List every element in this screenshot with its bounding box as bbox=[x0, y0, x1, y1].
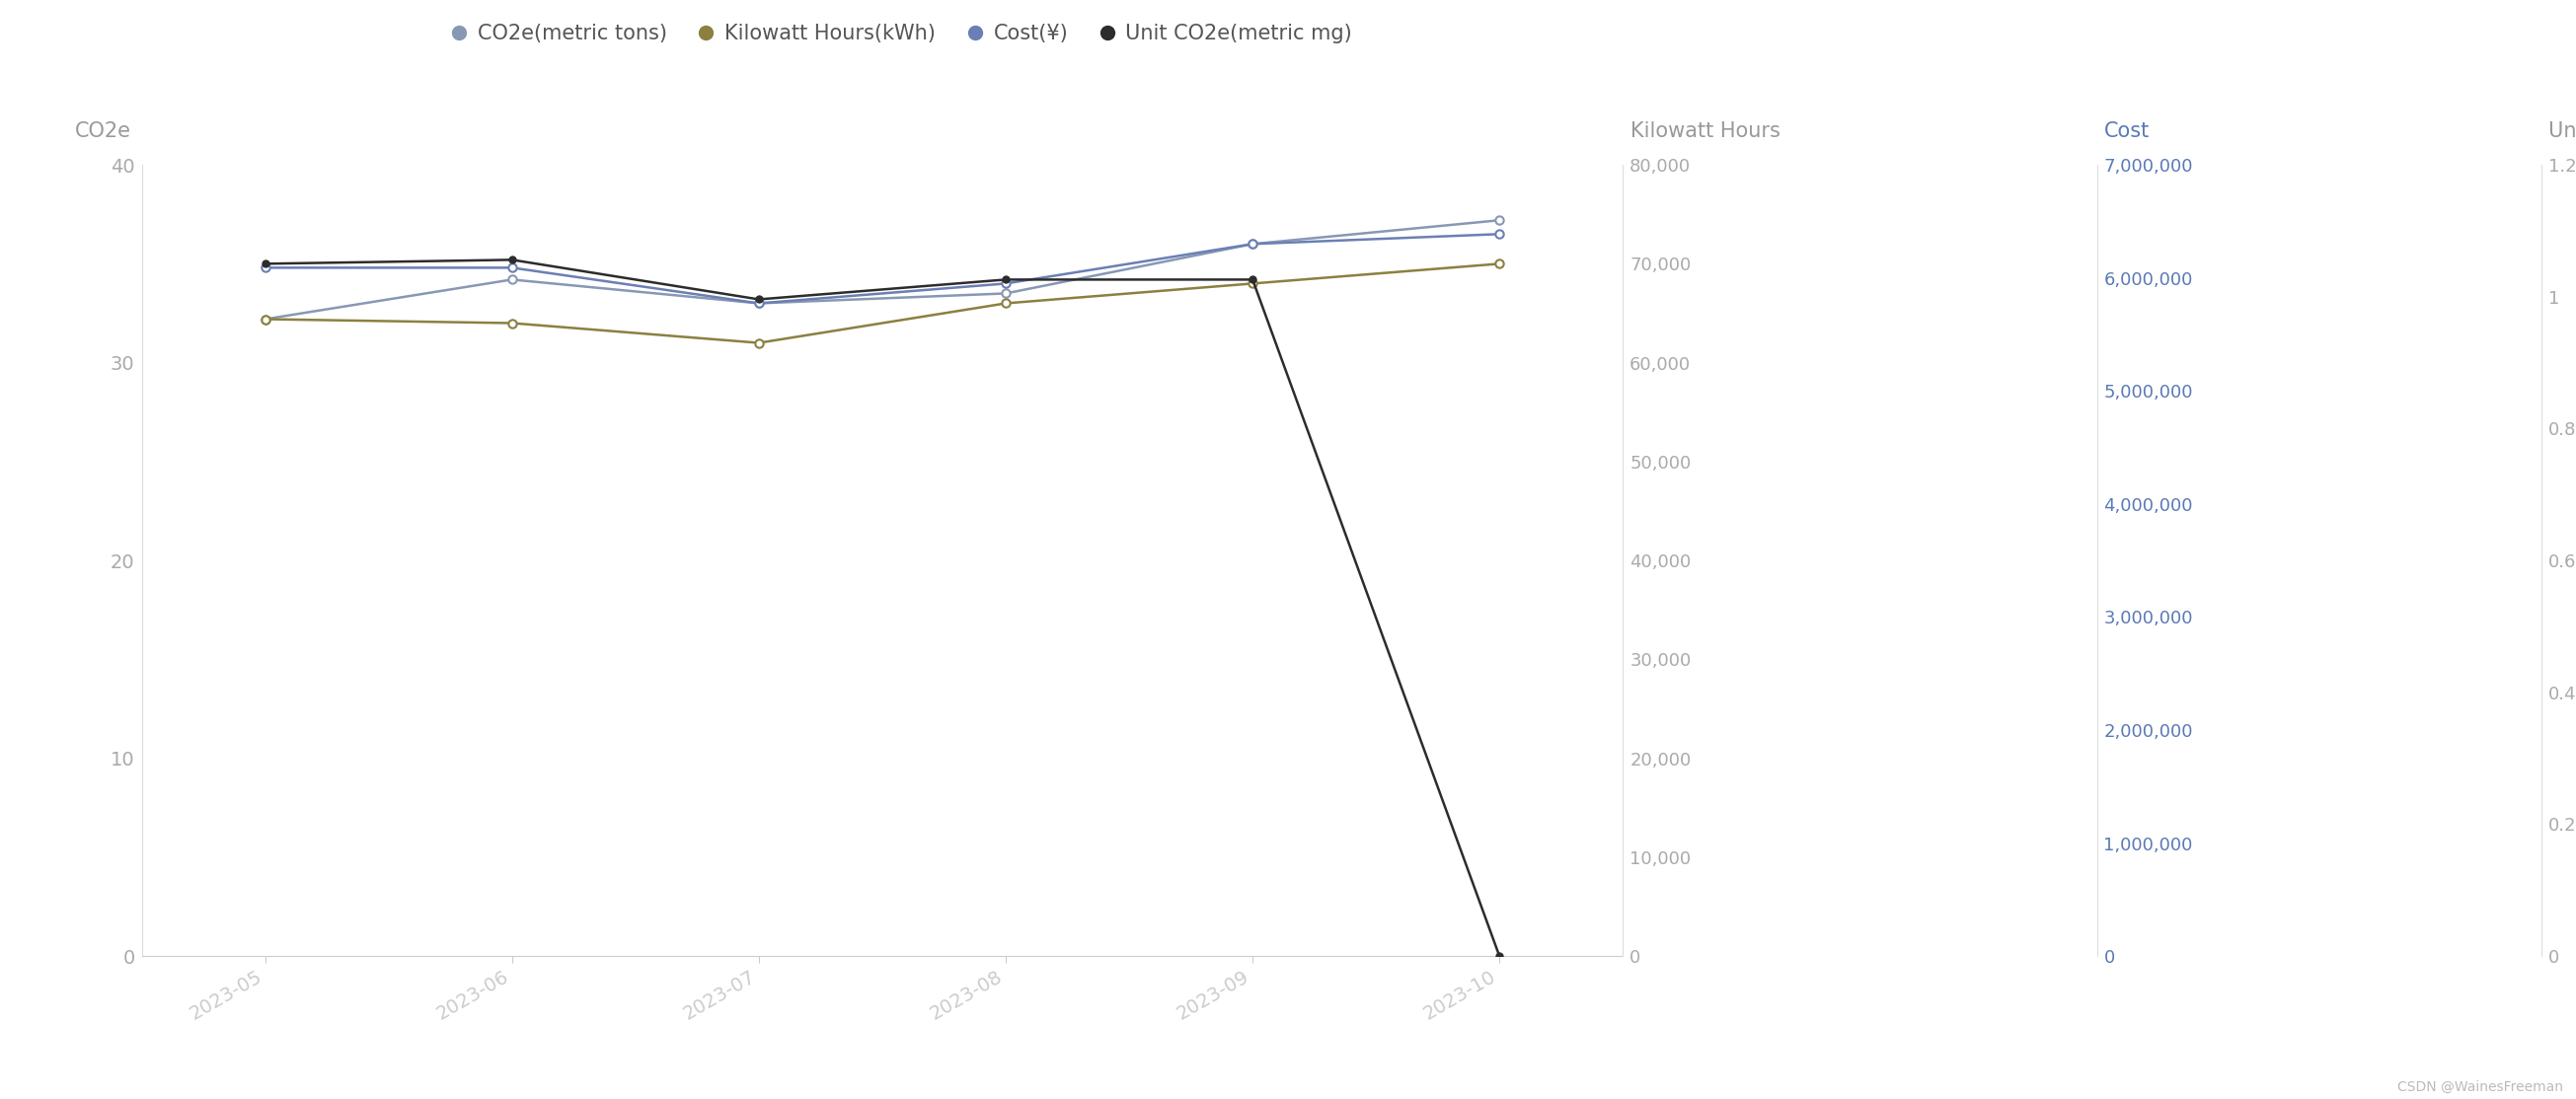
Legend: CO2e(metric tons), Kilowatt Hours(kWh), Cost(¥), Unit CO2e(metric mg): CO2e(metric tons), Kilowatt Hours(kWh), … bbox=[443, 15, 1360, 52]
Text: CO2e: CO2e bbox=[75, 121, 131, 141]
Text: Kilowatt Hours: Kilowatt Hours bbox=[1631, 121, 1780, 141]
Text: Cost: Cost bbox=[2105, 121, 2151, 141]
Text: CSDN @WainesFreeman: CSDN @WainesFreeman bbox=[2398, 1079, 2563, 1094]
Text: Unit CO2e: Unit CO2e bbox=[2548, 121, 2576, 141]
